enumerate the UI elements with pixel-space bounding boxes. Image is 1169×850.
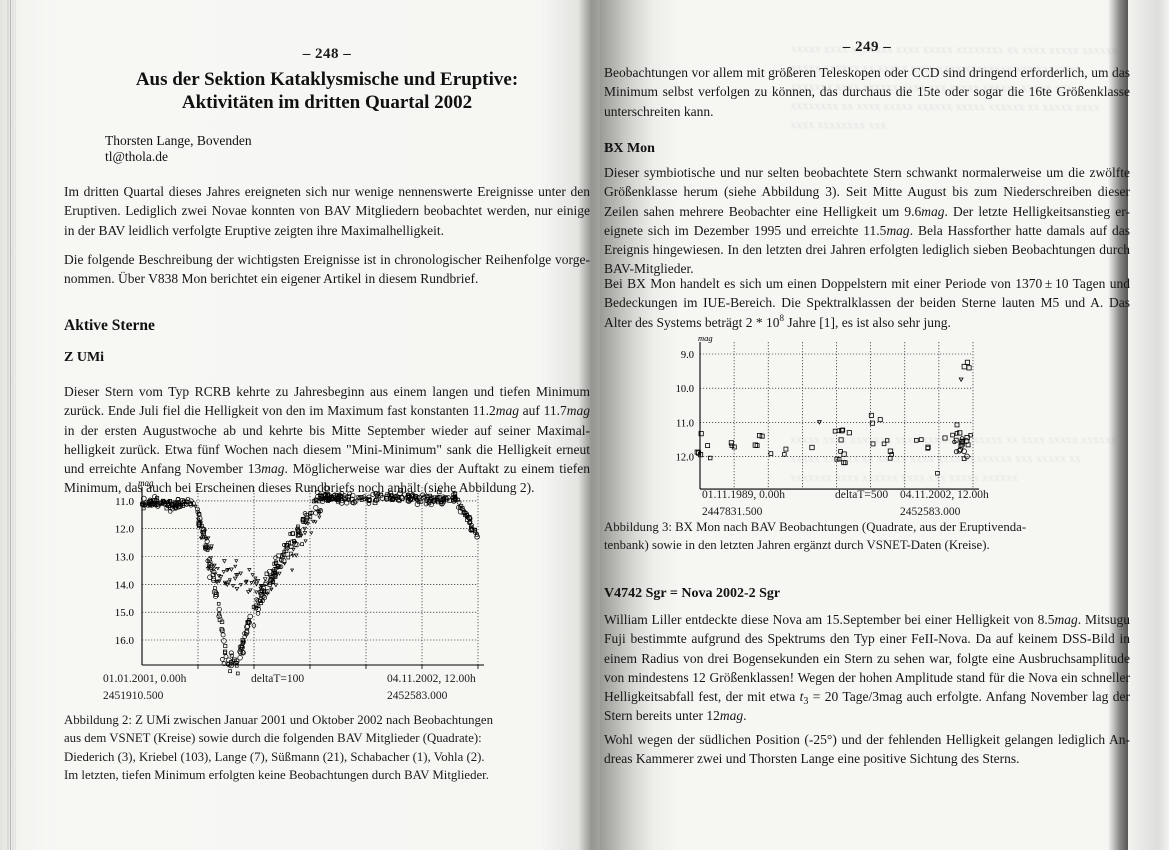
svg-text:10.0: 10.0 [676,384,694,395]
svg-text:14.0: 14.0 [115,579,135,591]
svg-text:11.0: 11.0 [115,496,134,508]
svg-text:15.0: 15.0 [115,607,135,619]
svg-text:mag: mag [698,334,713,343]
svg-text:13.0: 13.0 [115,552,135,564]
svg-text:mag: mag [138,479,154,488]
svg-text:11.0: 11.0 [676,418,694,429]
svg-text:12.0: 12.0 [676,453,694,464]
svg-text:12.0: 12.0 [115,524,135,536]
svg-text:16.0: 16.0 [115,635,135,647]
svg-text:9.0: 9.0 [681,350,694,361]
